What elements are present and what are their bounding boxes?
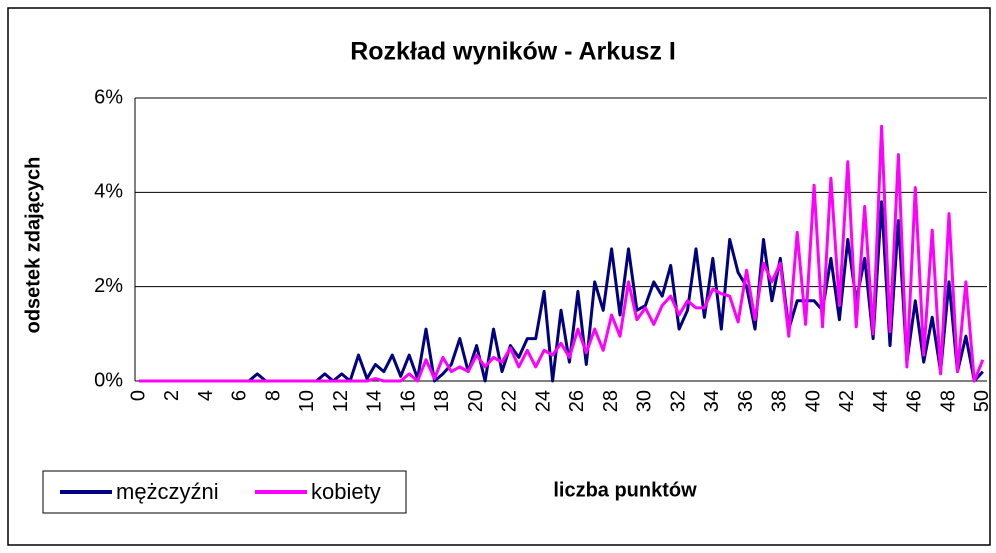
x-axis-label: liczba punktów bbox=[553, 479, 697, 501]
x-tick-label: 24 bbox=[532, 390, 554, 412]
y-tick-label: 6% bbox=[94, 86, 123, 108]
x-tick-label: 26 bbox=[566, 390, 588, 412]
y-axis-label: odsetek zdających bbox=[22, 157, 44, 334]
x-tick-label: 34 bbox=[701, 390, 723, 412]
x-tick-label: 32 bbox=[667, 390, 689, 412]
y-tick-label: 0% bbox=[94, 369, 123, 391]
x-tick-label: 46 bbox=[904, 390, 926, 412]
x-tick-label: 30 bbox=[634, 390, 656, 412]
x-tick-label: 8 bbox=[262, 390, 284, 401]
x-tick-label: 4 bbox=[195, 390, 217, 401]
y-tick-label: 2% bbox=[94, 275, 123, 297]
y-tick-label: 4% bbox=[94, 181, 123, 203]
x-tick-label: 6 bbox=[229, 390, 251, 401]
x-tick-label: 14 bbox=[364, 390, 386, 412]
x-tick-label: 0 bbox=[127, 390, 149, 401]
x-tick-label: 50 bbox=[971, 390, 993, 412]
legend-label: kobiety bbox=[311, 479, 381, 504]
legend-label: mężczyźni bbox=[116, 479, 219, 504]
x-tick-label: 44 bbox=[870, 390, 892, 412]
x-tick-label: 42 bbox=[836, 390, 858, 412]
line-series bbox=[139, 124, 985, 383]
x-tick-label: 2 bbox=[161, 390, 183, 401]
x-tick-label: 10 bbox=[296, 390, 318, 412]
x-tick-label: 36 bbox=[735, 390, 757, 412]
x-tick-label: 16 bbox=[397, 390, 419, 412]
x-tick-label: 12 bbox=[330, 390, 352, 412]
x-tick-label: 20 bbox=[465, 390, 487, 412]
x-tick-label: 18 bbox=[431, 390, 453, 412]
x-tick-label: 48 bbox=[937, 390, 959, 412]
x-tick-label: 28 bbox=[600, 390, 622, 412]
x-tick-label: 38 bbox=[769, 390, 791, 412]
x-tick-label: 22 bbox=[499, 390, 521, 412]
chart-title: Rozkład wyników - Arkusz I bbox=[350, 38, 676, 66]
x-tick-label: 40 bbox=[802, 390, 824, 412]
